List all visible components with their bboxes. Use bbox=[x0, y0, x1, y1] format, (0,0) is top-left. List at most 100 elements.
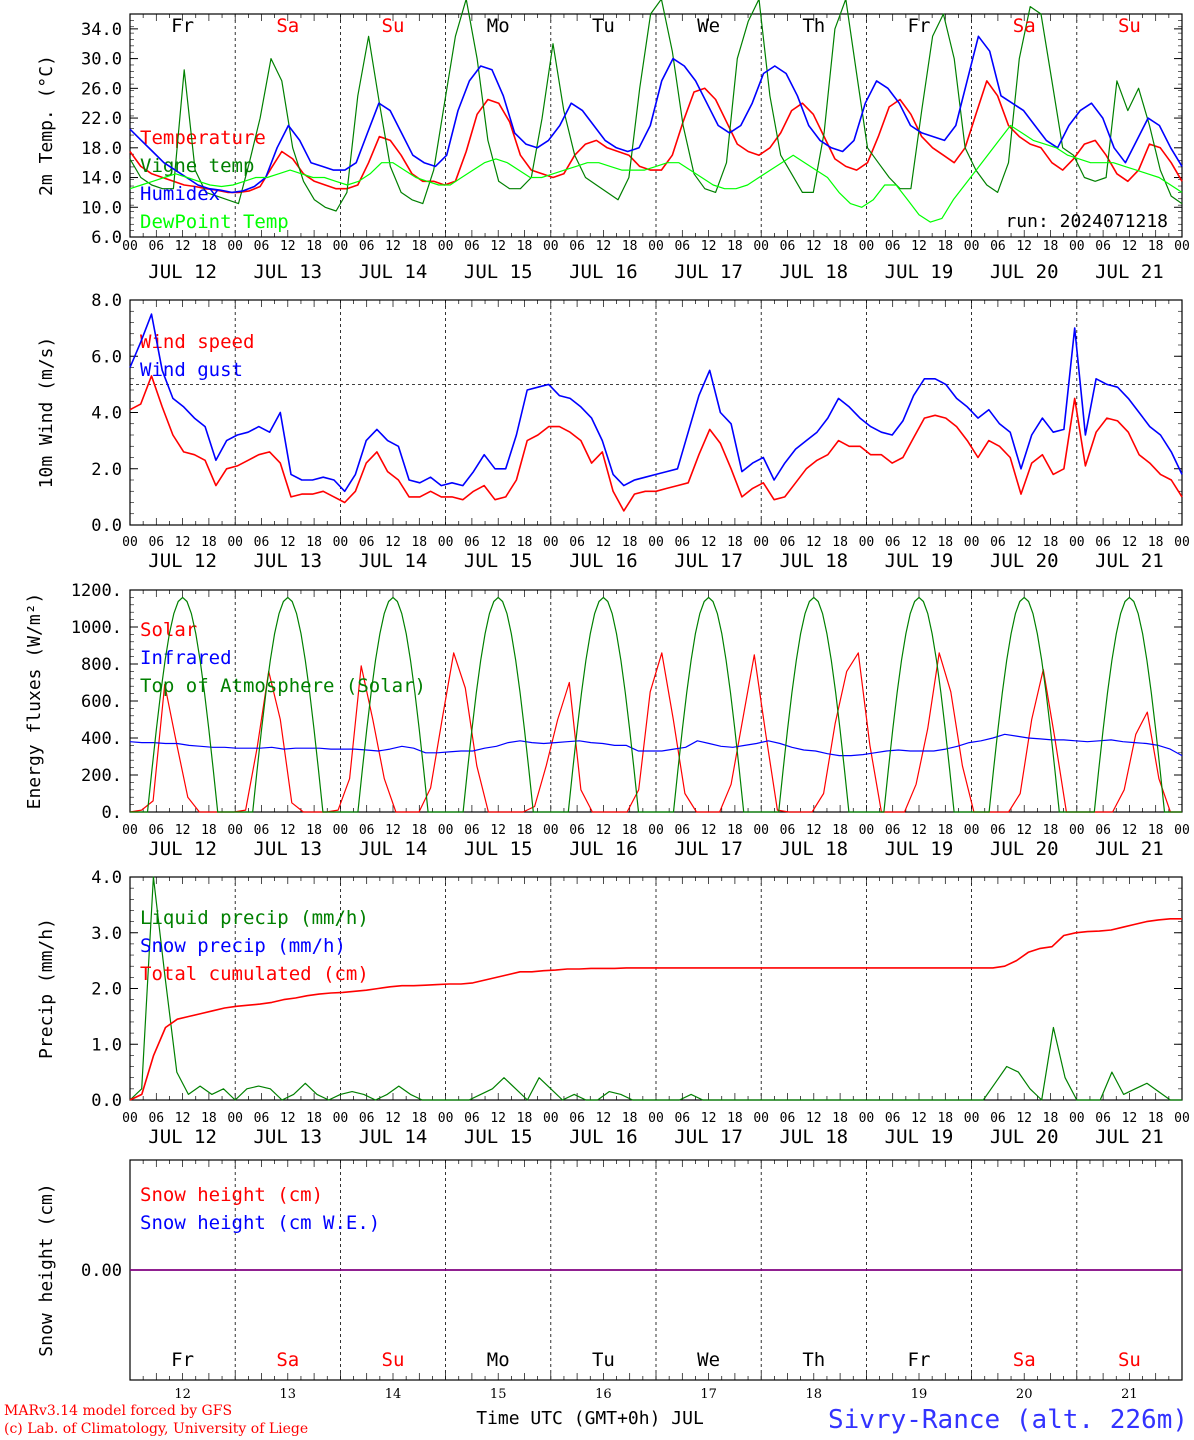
hour-tick-label: 00 bbox=[859, 239, 875, 254]
date-label: JUL 19 bbox=[885, 838, 954, 860]
hour-tick-label: 12 bbox=[280, 1111, 296, 1126]
hour-tick-label: 12 bbox=[280, 535, 296, 550]
y-tick-label: 1.0 bbox=[91, 1035, 122, 1055]
hour-tick-label: 06 bbox=[359, 239, 375, 254]
hour-tick-label: 00 bbox=[1069, 1111, 1085, 1126]
hour-tick-label: 12 bbox=[911, 1111, 927, 1126]
hour-tick-label: 00 bbox=[859, 535, 875, 550]
hour-tick-label: 00 bbox=[1174, 239, 1190, 254]
hour-tick-label: 18 bbox=[411, 535, 427, 550]
date-label: JUL 12 bbox=[148, 261, 217, 283]
hour-tick-label: 00 bbox=[648, 239, 664, 254]
hour-tick-label: 12 bbox=[1122, 823, 1138, 838]
hour-tick-label: 06 bbox=[464, 823, 480, 838]
day-name-label: Tu bbox=[592, 15, 615, 37]
hour-tick-label: 12 bbox=[596, 239, 612, 254]
day-number-label: 12 bbox=[174, 1387, 191, 1402]
hour-tick-label: 12 bbox=[490, 535, 506, 550]
hour-tick-label: 06 bbox=[674, 239, 690, 254]
y-tick-label: 10.0 bbox=[81, 198, 122, 218]
hour-tick-label: 18 bbox=[937, 823, 953, 838]
station-name: Sivry-Rance (alt. 226m) bbox=[828, 1405, 1188, 1435]
hour-tick-label: 06 bbox=[254, 1111, 270, 1126]
hour-tick-label: 12 bbox=[385, 823, 401, 838]
day-name-label: Sa bbox=[1013, 15, 1036, 37]
y-tick-label: 22.0 bbox=[81, 109, 122, 129]
hour-tick-label: 00 bbox=[333, 535, 349, 550]
day-name-label: Sa bbox=[276, 1349, 299, 1371]
y-tick-label: 800. bbox=[81, 655, 122, 675]
day-name-label: Su bbox=[382, 1349, 405, 1371]
legend-entry: Snow height (cm) bbox=[140, 1184, 323, 1206]
y-tick-label: 0.0 bbox=[91, 1091, 122, 1111]
y-tick-label: 0. bbox=[102, 803, 122, 823]
series-line-humidex bbox=[129, 35, 1183, 194]
y-tick-label: 1000. bbox=[71, 618, 122, 638]
hour-tick-label: 18 bbox=[201, 823, 217, 838]
hour-tick-label: 18 bbox=[622, 1111, 638, 1126]
hour-tick-label: 00 bbox=[753, 823, 769, 838]
hour-tick-label: 12 bbox=[490, 239, 506, 254]
day-number-label: 19 bbox=[911, 1387, 928, 1402]
hour-tick-label: 12 bbox=[1122, 1111, 1138, 1126]
hour-tick-label: 00 bbox=[438, 1111, 454, 1126]
date-label: JUL 13 bbox=[253, 838, 322, 860]
hour-tick-label: 18 bbox=[306, 535, 322, 550]
hour-tick-label: 06 bbox=[885, 535, 901, 550]
y-tick-label: 3.0 bbox=[91, 924, 122, 944]
hour-tick-label: 00 bbox=[964, 535, 980, 550]
hour-tick-label: 06 bbox=[464, 239, 480, 254]
hour-tick-label: 00 bbox=[543, 823, 559, 838]
hour-tick-label: 18 bbox=[1148, 239, 1164, 254]
date-label: JUL 19 bbox=[885, 261, 954, 283]
hour-tick-label: 06 bbox=[254, 823, 270, 838]
date-label: JUL 18 bbox=[779, 838, 848, 860]
hour-tick-label: 18 bbox=[727, 535, 743, 550]
date-label: JUL 19 bbox=[885, 550, 954, 572]
hour-tick-label: 00 bbox=[227, 1111, 243, 1126]
hour-tick-label: 06 bbox=[1095, 239, 1111, 254]
hour-tick-label: 12 bbox=[701, 823, 717, 838]
hour-tick-label: 00 bbox=[1174, 1111, 1190, 1126]
hour-tick-label: 06 bbox=[885, 239, 901, 254]
hour-tick-label: 06 bbox=[674, 535, 690, 550]
day-name-label: We bbox=[697, 1349, 720, 1371]
y-tick-label: 400. bbox=[81, 729, 122, 749]
hour-tick-label: 12 bbox=[280, 823, 296, 838]
hour-tick-label: 00 bbox=[648, 1111, 664, 1126]
date-label: JUL 17 bbox=[674, 838, 743, 860]
y-axis-label: 2m Temp. (°C) bbox=[36, 55, 57, 196]
day-name-label: We bbox=[697, 15, 720, 37]
legend-entry: Top of Atmosphere (Solar) bbox=[140, 675, 426, 697]
hour-tick-label: 06 bbox=[780, 239, 796, 254]
y-tick-label: 1200. bbox=[71, 581, 122, 601]
legend-entry: Temperature bbox=[140, 127, 266, 149]
hour-tick-label: 00 bbox=[648, 535, 664, 550]
hour-tick-label: 06 bbox=[359, 1111, 375, 1126]
hour-tick-label: 00 bbox=[227, 239, 243, 254]
x-axis-label: Time UTC (GMT+0h) JUL bbox=[476, 1408, 704, 1429]
y-tick-label: 14.0 bbox=[81, 169, 122, 189]
date-label: JUL 12 bbox=[148, 838, 217, 860]
hour-tick-label: 00 bbox=[438, 535, 454, 550]
hour-tick-label: 18 bbox=[1148, 1111, 1164, 1126]
hour-tick-label: 06 bbox=[780, 535, 796, 550]
hour-tick-label: 00 bbox=[333, 823, 349, 838]
hour-tick-label: 00 bbox=[227, 535, 243, 550]
legend-entry: Wind speed bbox=[140, 331, 254, 353]
hour-tick-label: 00 bbox=[1174, 823, 1190, 838]
hour-tick-label: 00 bbox=[1069, 535, 1085, 550]
date-label: JUL 16 bbox=[569, 1126, 638, 1148]
day-name-label: Th bbox=[802, 1349, 825, 1371]
legend-entry: Vigne temp bbox=[140, 155, 254, 177]
day-number-label: 20 bbox=[1016, 1387, 1033, 1402]
hour-tick-label: 00 bbox=[753, 535, 769, 550]
hour-tick-label: 12 bbox=[385, 535, 401, 550]
hour-tick-label: 18 bbox=[727, 1111, 743, 1126]
hour-tick-label: 00 bbox=[122, 239, 138, 254]
hour-tick-label: 18 bbox=[306, 239, 322, 254]
hour-tick-label: 12 bbox=[806, 823, 822, 838]
y-tick-label: 600. bbox=[81, 692, 122, 712]
date-label: JUL 18 bbox=[779, 1126, 848, 1148]
y-tick-label: 0.00 bbox=[81, 1261, 122, 1281]
